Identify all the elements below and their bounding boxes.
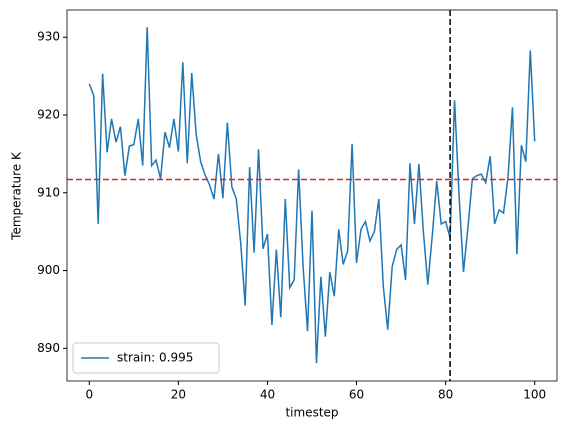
legend-label: strain: 0.995 — [117, 351, 193, 365]
y-tick-label: 920 — [37, 108, 60, 122]
x-tick-label: 100 — [523, 388, 546, 402]
legend-box — [72, 342, 220, 374]
y-tick-label: 930 — [37, 30, 60, 44]
y-axis-label: Temperature K — [10, 151, 24, 241]
y-tick-label: 910 — [37, 185, 60, 199]
y-tick-label: 890 — [37, 341, 60, 355]
plot-frame — [66, 9, 558, 382]
x-tick-label: 0 — [85, 388, 93, 402]
x-tick-label: 20 — [171, 388, 186, 402]
data-line — [88, 27, 536, 364]
x-axis-label: timestep — [285, 406, 338, 420]
y-tick-label: 900 — [37, 263, 60, 277]
x-tick-label: 80 — [438, 388, 453, 402]
x-tick-label: 60 — [349, 388, 364, 402]
x-tick-label: 40 — [260, 388, 275, 402]
